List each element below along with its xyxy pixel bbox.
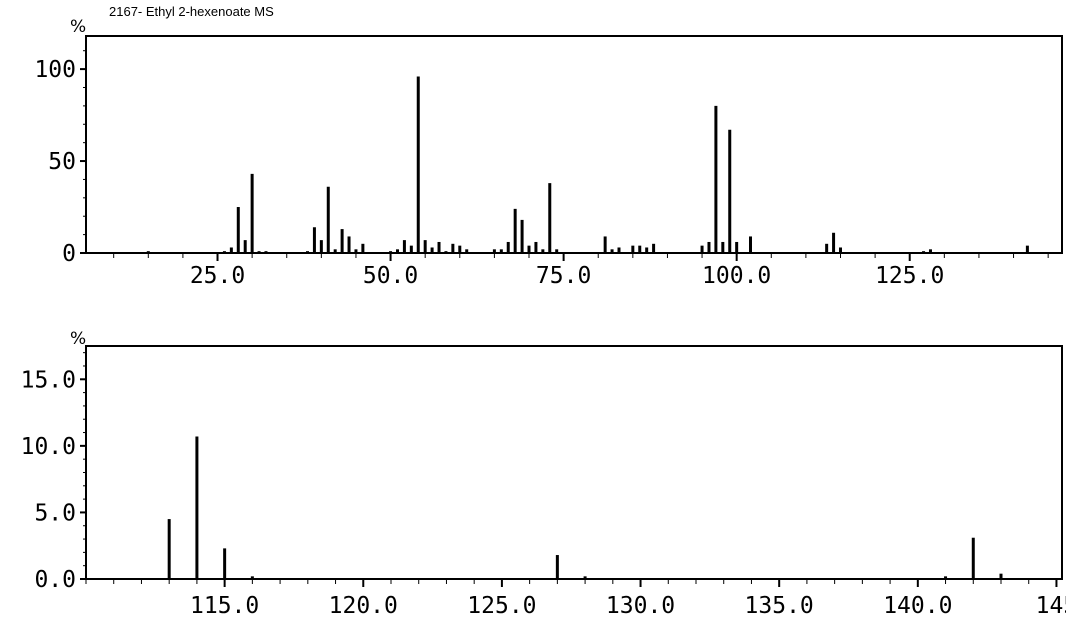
zoom-spectrum-x-tick-label: 115.0 <box>190 593 259 619</box>
zoom-spectrum-y-unit: % <box>70 329 86 349</box>
full-spectrum-x-tick-label: 100.0 <box>702 263 771 289</box>
full-spectrum-x-tick-label: 125.0 <box>875 263 944 289</box>
zoom-spectrum-x-tick-label: 125.0 <box>467 593 536 619</box>
full-spectrum-x-tick-label: 25.0 <box>190 263 245 289</box>
zoom-spectrum-x-tick-label: 140.0 <box>883 593 952 619</box>
zoom-spectrum-x-tick-label: 145 <box>1036 593 1066 619</box>
zoom-spectrum-y-tick-label: 10.0 <box>21 434 76 460</box>
full-spectrum-y-tick-label: 0 <box>62 241 76 267</box>
zoom-spectrum-frame <box>85 345 1063 580</box>
full-spectrum-x-tick-label: 50.0 <box>363 263 418 289</box>
zoom-spectrum-x-tick-label: 135.0 <box>745 593 814 619</box>
zoom-spectrum-x-tick-label: 120.0 <box>329 593 398 619</box>
full-spectrum-frame <box>85 35 1063 254</box>
zoom-spectrum-y-tick-label: 5.0 <box>34 500 76 526</box>
full-spectrum-y-unit: % <box>70 17 86 37</box>
zoom-spectrum-x-tick-label: 130.0 <box>606 593 675 619</box>
full-spectrum-x-tick-label: 75.0 <box>536 263 591 289</box>
full-spectrum-chart: % 0 50 100 25.0 50.0 75.0 100.0 125.0 <box>34 17 1063 289</box>
zoom-spectrum-chart: % 0.0 5.0 10.0 15.0 115.0 120.0 125.0 130.0 135.0… <box>21 329 1066 619</box>
page-title: 2167- Ethyl 2-hexenoate MS <box>109 4 274 19</box>
zoom-spectrum-y-tick-label: 15.0 <box>21 367 76 393</box>
full-spectrum-y-tick-label: 50 <box>48 149 76 175</box>
zoom-spectrum-y-tick-label: 0.0 <box>34 567 76 593</box>
full-spectrum-y-tick-label: 100 <box>34 57 76 83</box>
